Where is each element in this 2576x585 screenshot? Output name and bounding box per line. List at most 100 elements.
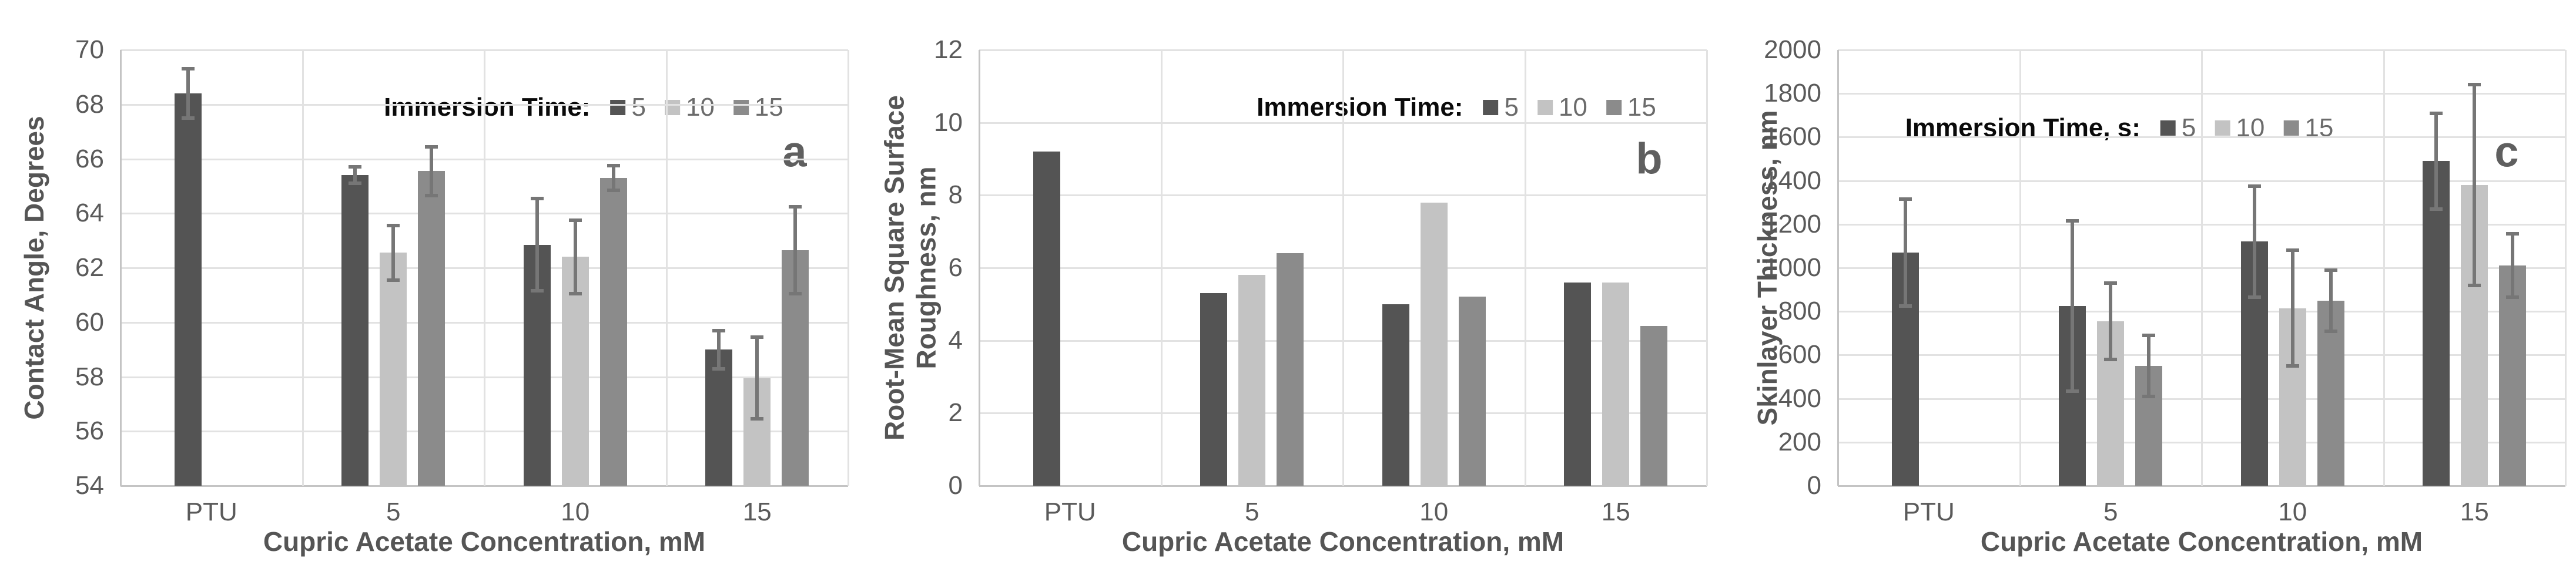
error-bar-cap-bottom	[568, 292, 582, 296]
error-bar-cap-top	[2324, 268, 2337, 272]
legend-swatch-icon	[1606, 100, 1622, 115]
x-category-label: 10	[2278, 497, 2307, 526]
gridline-vertical	[665, 50, 668, 486]
error-bar	[2290, 250, 2294, 366]
legend: Immersion Time: 5 10 15	[1247, 90, 1666, 125]
legend-title: Immersion Time:	[384, 93, 591, 122]
error-bar	[793, 206, 798, 294]
error-bar	[1903, 199, 1907, 306]
bar-series-5	[341, 175, 369, 486]
legend-item-label: 5	[2181, 113, 2196, 142]
x-axis-line	[1838, 485, 2565, 487]
y-tick-label: 200	[1778, 428, 1821, 456]
y-tick-label: 56	[75, 416, 104, 445]
error-bar-cap-bottom	[789, 292, 802, 296]
chart-panel-c: Skinlayer Thickness, nm Immersion Time, …	[1717, 0, 2576, 585]
error-bar-cap-top	[387, 224, 400, 228]
error-bar-cap-top	[2066, 219, 2079, 223]
y-tick-label: 54	[75, 471, 104, 500]
gridline-vertical	[1160, 50, 1163, 486]
bar-series-15	[1640, 325, 1668, 486]
error-bar-cap-top	[1898, 197, 1912, 201]
gridline-vertical	[1706, 50, 1708, 486]
error-bar-cap-bottom	[2324, 329, 2337, 333]
legend-item-15: 15	[733, 93, 783, 122]
error-bar	[2252, 186, 2256, 298]
bar-series-5	[2423, 161, 2450, 486]
error-bar-cap-bottom	[2286, 364, 2299, 368]
bar-series-5	[174, 93, 202, 486]
bar-series-10	[1238, 275, 1266, 486]
bar-series-15	[599, 177, 627, 486]
legend-item-label: 10	[1558, 93, 1587, 122]
error-bar-cap-bottom	[751, 417, 764, 421]
panel-letter: b	[1636, 134, 1663, 183]
gridline-vertical	[2200, 50, 2203, 486]
error-bar-cap-bottom	[425, 194, 438, 198]
legend-item-15: 15	[1606, 93, 1656, 122]
y-tick-label: 68	[75, 90, 104, 119]
error-bar-cap-top	[789, 204, 802, 209]
panel-letter: a	[782, 127, 807, 176]
legend-title: Immersion Time:	[1257, 93, 1463, 122]
legend-swatch-icon	[1483, 100, 1499, 115]
error-bar-cap-top	[2430, 111, 2443, 115]
error-bar	[611, 166, 615, 190]
legend-item-5: 5	[1483, 93, 1519, 122]
gridline-vertical	[1524, 50, 1526, 486]
error-bar	[2434, 113, 2438, 209]
bar-series-5	[1564, 282, 1592, 486]
y-tick-label: 66	[75, 144, 104, 173]
y-tick-label: 70	[75, 35, 104, 64]
x-category-label: 10	[1419, 497, 1449, 526]
error-bar	[717, 330, 721, 369]
legend-item-label: 5	[1504, 93, 1519, 122]
legend-item-10: 10	[1537, 93, 1587, 122]
x-axis-title: Cupric Acetate Concentration, mM	[1121, 526, 1565, 557]
error-bar	[2109, 283, 2113, 359]
y-tick-label: 8	[948, 180, 963, 209]
gridline-vertical	[2564, 50, 2567, 486]
y-axis-line	[978, 50, 980, 486]
x-category-label: 5	[1245, 497, 1259, 526]
legend-swatch-icon	[2160, 120, 2176, 136]
y-tick-label: 4	[948, 326, 963, 355]
x-category-label: PTU	[185, 497, 237, 526]
y-tick-label: 12	[934, 35, 963, 64]
error-bar-cap-bottom	[2506, 295, 2520, 300]
error-bar-cap-bottom	[2468, 283, 2481, 287]
error-bar-cap-bottom	[607, 188, 620, 192]
legend-item-label: 5	[631, 93, 646, 122]
gridline-vertical	[847, 50, 849, 486]
error-bar-cap-top	[2468, 83, 2481, 87]
error-bar-cap-top	[530, 196, 544, 200]
chart-panel-a: Contact Angle, Degrees Immersion Time: 5…	[0, 0, 859, 585]
y-tick-label: 6	[948, 253, 963, 282]
error-bar-cap-bottom	[387, 278, 400, 282]
error-bar-cap-top	[2142, 334, 2156, 337]
y-tick-label: 1400	[1764, 166, 1821, 195]
x-axis-title: Cupric Acetate Concentration, mM	[1980, 526, 2423, 557]
error-bar	[2511, 234, 2515, 298]
bar-series-5	[1033, 152, 1060, 486]
error-bar-cap-bottom	[2430, 207, 2443, 211]
y-tick-label: 60	[75, 308, 104, 337]
legend-item-label: 15	[754, 93, 783, 122]
error-bar-cap-bottom	[2247, 295, 2261, 300]
chart-panel-b: Root-Mean Square Surface Roughness, nm I…	[859, 0, 1717, 585]
y-tick-label: 400	[1778, 384, 1821, 413]
error-bar-cap-top	[181, 67, 195, 71]
error-bar	[573, 220, 577, 294]
y-tick-label: 1200	[1764, 210, 1821, 238]
error-bar-cap-top	[2506, 232, 2520, 236]
legend-swatch-icon	[733, 100, 749, 115]
legend-item-15: 15	[2283, 113, 2333, 143]
legend-swatch-icon	[1537, 100, 1553, 115]
error-bar	[391, 226, 396, 280]
x-category-label: 15	[1601, 497, 1630, 526]
legend-item-10: 10	[2215, 113, 2265, 143]
error-bar-cap-bottom	[2066, 389, 2079, 393]
error-bar-cap-bottom	[530, 289, 544, 293]
y-tick-label: 62	[75, 253, 104, 282]
bar-series-10	[1602, 282, 1630, 486]
